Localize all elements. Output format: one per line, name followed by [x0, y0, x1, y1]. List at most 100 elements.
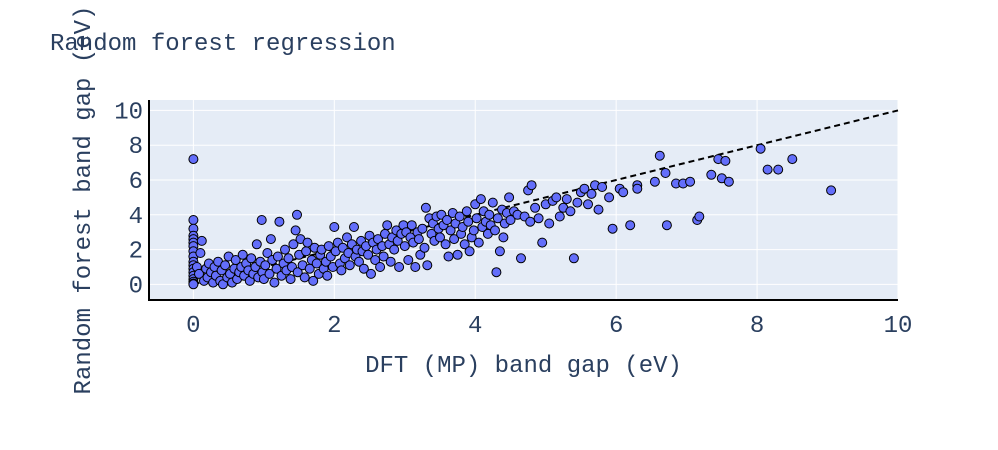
data-point	[292, 209, 302, 220]
data-point	[299, 272, 310, 283]
data-point	[301, 246, 312, 257]
data-point	[526, 180, 537, 191]
data-point	[484, 209, 495, 220]
data-point	[251, 239, 262, 250]
data-point	[329, 222, 340, 232]
data-point	[230, 255, 241, 265]
data-point	[773, 164, 784, 175]
data-point	[302, 237, 313, 248]
data-point	[406, 220, 417, 231]
data-point	[246, 253, 257, 264]
data-point	[487, 197, 498, 208]
data-point	[607, 223, 618, 234]
data-point	[706, 169, 717, 180]
y-tick-label: 4	[129, 204, 143, 231]
data-point	[593, 204, 604, 215]
data-point	[787, 154, 798, 165]
data-point	[422, 260, 433, 271]
data-point	[292, 267, 303, 278]
data-point	[442, 215, 452, 225]
data-point	[271, 263, 282, 274]
data-point	[525, 216, 536, 227]
x-tick-label: 8	[750, 313, 764, 340]
data-point	[449, 234, 460, 245]
data-point	[471, 213, 482, 224]
data-point	[561, 194, 572, 205]
data-point	[394, 262, 405, 272]
data-point	[419, 242, 430, 253]
data-point	[452, 249, 463, 260]
data-point	[188, 154, 199, 165]
data-point	[537, 237, 548, 248]
data-point	[579, 183, 590, 194]
data-point	[654, 150, 665, 161]
data-point	[565, 206, 576, 217]
data-point	[354, 256, 364, 267]
data-point	[468, 225, 479, 236]
data-point	[604, 192, 615, 203]
data-point	[498, 232, 509, 243]
data-point	[475, 194, 486, 205]
data-point	[378, 251, 389, 262]
data-point	[264, 268, 275, 279]
gridlines	[149, 100, 899, 300]
data-point	[366, 268, 376, 279]
data-point	[308, 275, 319, 286]
x-axis-label: DFT (MP) band gap (eV)	[365, 353, 682, 380]
data-point	[720, 155, 731, 166]
data-point	[188, 279, 199, 290]
data-point	[237, 249, 248, 260]
data-point	[694, 211, 705, 222]
data-point	[323, 241, 334, 252]
data-point	[445, 225, 456, 236]
data-point	[285, 274, 296, 285]
data-point	[385, 256, 396, 267]
data-point	[443, 251, 454, 262]
data-point	[494, 246, 505, 257]
x-tick-label: 2	[327, 313, 341, 340]
x-tick-label: 10	[884, 313, 913, 340]
data-point	[755, 143, 766, 154]
data-point	[504, 192, 515, 203]
chart-title: Random forest regression	[50, 31, 396, 58]
data-point	[288, 239, 299, 250]
data-point	[417, 223, 428, 234]
data-point	[632, 183, 643, 194]
data-point	[344, 260, 355, 271]
data-point	[516, 253, 526, 264]
data-point	[461, 206, 472, 217]
data-point	[572, 197, 583, 208]
y-tick-label: 0	[129, 273, 143, 300]
data-point	[505, 215, 516, 225]
data-point	[530, 202, 541, 213]
data-point	[274, 216, 285, 227]
data-point	[336, 265, 347, 276]
data-point	[583, 199, 593, 210]
data-point	[358, 263, 369, 274]
data-point	[370, 255, 381, 265]
data-point	[440, 239, 451, 250]
data-point	[413, 234, 424, 245]
data-point	[459, 239, 470, 250]
data-point	[625, 220, 636, 231]
data-point	[290, 225, 301, 236]
data-point	[723, 176, 734, 187]
y-tick-labels: 0 2 4 6 8 10	[114, 99, 143, 300]
data-point	[280, 244, 290, 255]
data-point	[685, 176, 696, 187]
data-point	[649, 176, 660, 187]
data-point	[363, 249, 374, 260]
data-point	[389, 244, 400, 255]
data-point	[826, 185, 837, 196]
data-point	[322, 270, 333, 281]
data-point	[265, 234, 276, 245]
y-tick-label: 8	[129, 134, 143, 161]
data-point	[491, 267, 502, 278]
y-tick-label: 10	[114, 99, 143, 126]
data-point	[256, 215, 267, 225]
data-point	[375, 262, 386, 272]
data-point	[597, 182, 608, 192]
data-point	[382, 220, 393, 231]
data-point	[262, 248, 273, 258]
